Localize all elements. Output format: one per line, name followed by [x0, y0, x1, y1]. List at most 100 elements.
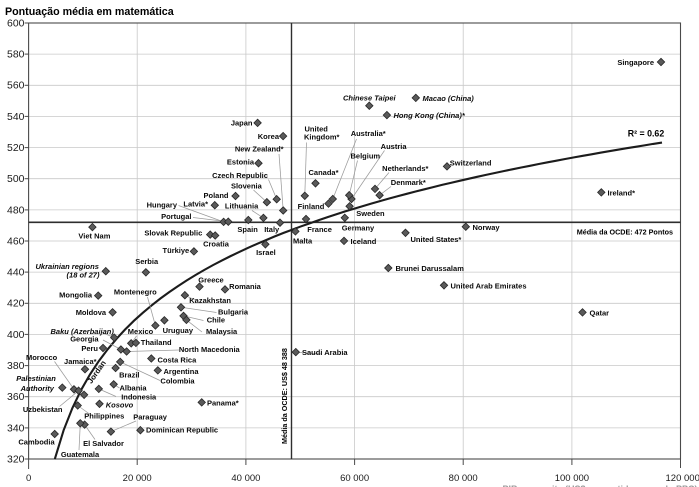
svg-text:480: 480: [7, 205, 25, 216]
svg-text:Brunei Darussalam: Brunei Darussalam: [396, 264, 465, 273]
svg-text:Norway: Norway: [473, 223, 501, 232]
svg-text:500: 500: [7, 174, 25, 185]
svg-text:Cambodia: Cambodia: [18, 437, 55, 446]
svg-text:Authority: Authority: [20, 384, 55, 393]
svg-text:Malaysia: Malaysia: [206, 327, 238, 336]
svg-text:340: 340: [7, 423, 25, 434]
svg-text:Paraguay: Paraguay: [133, 412, 168, 421]
svg-text:PIB per capita (US$ convertido: PIB per capita (US$ convertidos usando P…: [502, 484, 697, 487]
svg-text:Thailand: Thailand: [141, 338, 172, 347]
svg-text:Germany: Germany: [342, 224, 375, 233]
svg-text:Indonesia: Indonesia: [121, 393, 157, 402]
svg-text:Mexico: Mexico: [128, 327, 154, 336]
svg-text:Ireland*: Ireland*: [608, 188, 636, 197]
svg-text:Média da OCDE: US$ 48 388: Média da OCDE: US$ 48 388: [280, 348, 289, 444]
svg-text:Ukrainian regions: Ukrainian regions: [36, 262, 99, 271]
svg-text:Kosovo: Kosovo: [106, 400, 134, 409]
svg-text:Latvia*: Latvia*: [183, 200, 208, 209]
svg-text:Costa Rica: Costa Rica: [158, 355, 198, 364]
svg-text:Qatar: Qatar: [590, 308, 610, 317]
svg-text:520: 520: [7, 143, 25, 154]
svg-text:Guatemala: Guatemala: [61, 450, 100, 459]
svg-text:540: 540: [7, 112, 25, 123]
svg-text:380: 380: [7, 361, 25, 372]
svg-text:Uzbekistan: Uzbekistan: [23, 405, 63, 414]
svg-text:Kazakhstan: Kazakhstan: [189, 296, 231, 305]
svg-text:Panama*: Panama*: [207, 398, 239, 407]
svg-text:Jamaica*: Jamaica*: [64, 357, 97, 366]
svg-text:Romania: Romania: [229, 282, 262, 291]
svg-text:Dominican Republic: Dominican Republic: [146, 426, 218, 435]
svg-text:Denmark*: Denmark*: [391, 178, 426, 187]
svg-text:Philippines: Philippines: [84, 411, 124, 420]
svg-text:Australia*: Australia*: [351, 129, 386, 138]
svg-text:Uruguay: Uruguay: [163, 326, 194, 335]
svg-text:Hungary: Hungary: [147, 200, 178, 209]
svg-text:560: 560: [7, 81, 25, 92]
svg-text:Slovenia: Slovenia: [231, 182, 263, 191]
svg-text:Italy: Italy: [264, 225, 280, 234]
svg-text:Lithuania: Lithuania: [225, 201, 259, 210]
svg-text:580: 580: [7, 50, 25, 61]
svg-text:Finland: Finland: [298, 202, 325, 211]
svg-text:Portugal: Portugal: [161, 212, 191, 221]
svg-text:Kingdom*: Kingdom*: [304, 133, 339, 142]
svg-text:Brazil: Brazil: [119, 371, 139, 380]
svg-text:Saudi Arabia: Saudi Arabia: [302, 348, 348, 357]
svg-text:United: United: [305, 125, 329, 134]
svg-text:R² = 0.62: R² = 0.62: [628, 129, 665, 139]
svg-text:Slovak Republic: Slovak Republic: [144, 228, 202, 237]
svg-text:Czech Republic: Czech Republic: [212, 171, 268, 180]
svg-text:New Zealand*: New Zealand*: [235, 145, 284, 154]
svg-text:Malta: Malta: [293, 237, 313, 246]
svg-text:Singapore: Singapore: [617, 58, 654, 67]
svg-text:Japan: Japan: [231, 119, 253, 128]
svg-text:420: 420: [7, 299, 25, 310]
svg-text:0: 0: [26, 473, 31, 484]
svg-text:Greece: Greece: [198, 275, 223, 284]
svg-text:Bulgaria: Bulgaria: [218, 307, 249, 316]
svg-text:80 000: 80 000: [449, 473, 478, 484]
svg-text:Canada*: Canada*: [308, 168, 338, 177]
svg-text:Georgia: Georgia: [70, 334, 99, 343]
svg-text:320: 320: [7, 454, 25, 465]
svg-text:Colombia: Colombia: [160, 376, 195, 385]
svg-text:Peru: Peru: [81, 344, 98, 353]
svg-text:Belgium: Belgium: [351, 152, 381, 161]
svg-text:Netherlands*: Netherlands*: [382, 164, 428, 173]
svg-text:France: France: [307, 225, 332, 234]
svg-text:Macao (China): Macao (China): [423, 94, 475, 103]
svg-text:(18 of 27): (18 of 27): [67, 271, 100, 280]
svg-text:Israel: Israel: [256, 248, 276, 257]
svg-text:Spain: Spain: [237, 225, 258, 234]
svg-text:Sweden: Sweden: [356, 209, 385, 218]
svg-text:United States*: United States*: [411, 235, 462, 244]
svg-text:400: 400: [7, 330, 25, 341]
svg-text:120 000: 120 000: [666, 473, 699, 484]
svg-text:Hong Kong (China)*: Hong Kong (China)*: [394, 111, 466, 120]
svg-text:100 000: 100 000: [555, 473, 589, 484]
svg-text:600: 600: [7, 18, 25, 29]
svg-text:El Salvador: El Salvador: [83, 439, 124, 448]
svg-text:60 000: 60 000: [340, 473, 369, 484]
svg-text:Poland: Poland: [203, 191, 228, 200]
svg-text:Serbia: Serbia: [135, 257, 159, 266]
svg-text:Estonia: Estonia: [227, 158, 255, 167]
svg-text:Albania: Albania: [119, 383, 147, 392]
svg-text:360: 360: [7, 392, 25, 403]
svg-text:460: 460: [7, 236, 25, 247]
svg-text:Croatia: Croatia: [203, 240, 230, 249]
svg-text:United Arab Emirates: United Arab Emirates: [451, 281, 527, 290]
svg-text:440: 440: [7, 268, 25, 279]
svg-text:Türkiye: Türkiye: [163, 246, 190, 255]
svg-text:Baku (Azerbaijan): Baku (Azerbaijan): [51, 327, 115, 336]
svg-text:Argentina: Argentina: [164, 367, 200, 376]
svg-text:40 000: 40 000: [231, 473, 260, 484]
svg-text:Viet Nam: Viet Nam: [78, 232, 110, 241]
svg-text:Palestinian: Palestinian: [16, 374, 56, 383]
svg-text:Chinese Taipei: Chinese Taipei: [343, 93, 397, 102]
svg-text:Pontuação média em matemática: Pontuação média em matemática: [5, 6, 175, 18]
svg-text:Austria: Austria: [381, 142, 408, 151]
svg-text:North Macedonia: North Macedonia: [179, 345, 241, 354]
svg-text:Moldova: Moldova: [76, 308, 107, 317]
